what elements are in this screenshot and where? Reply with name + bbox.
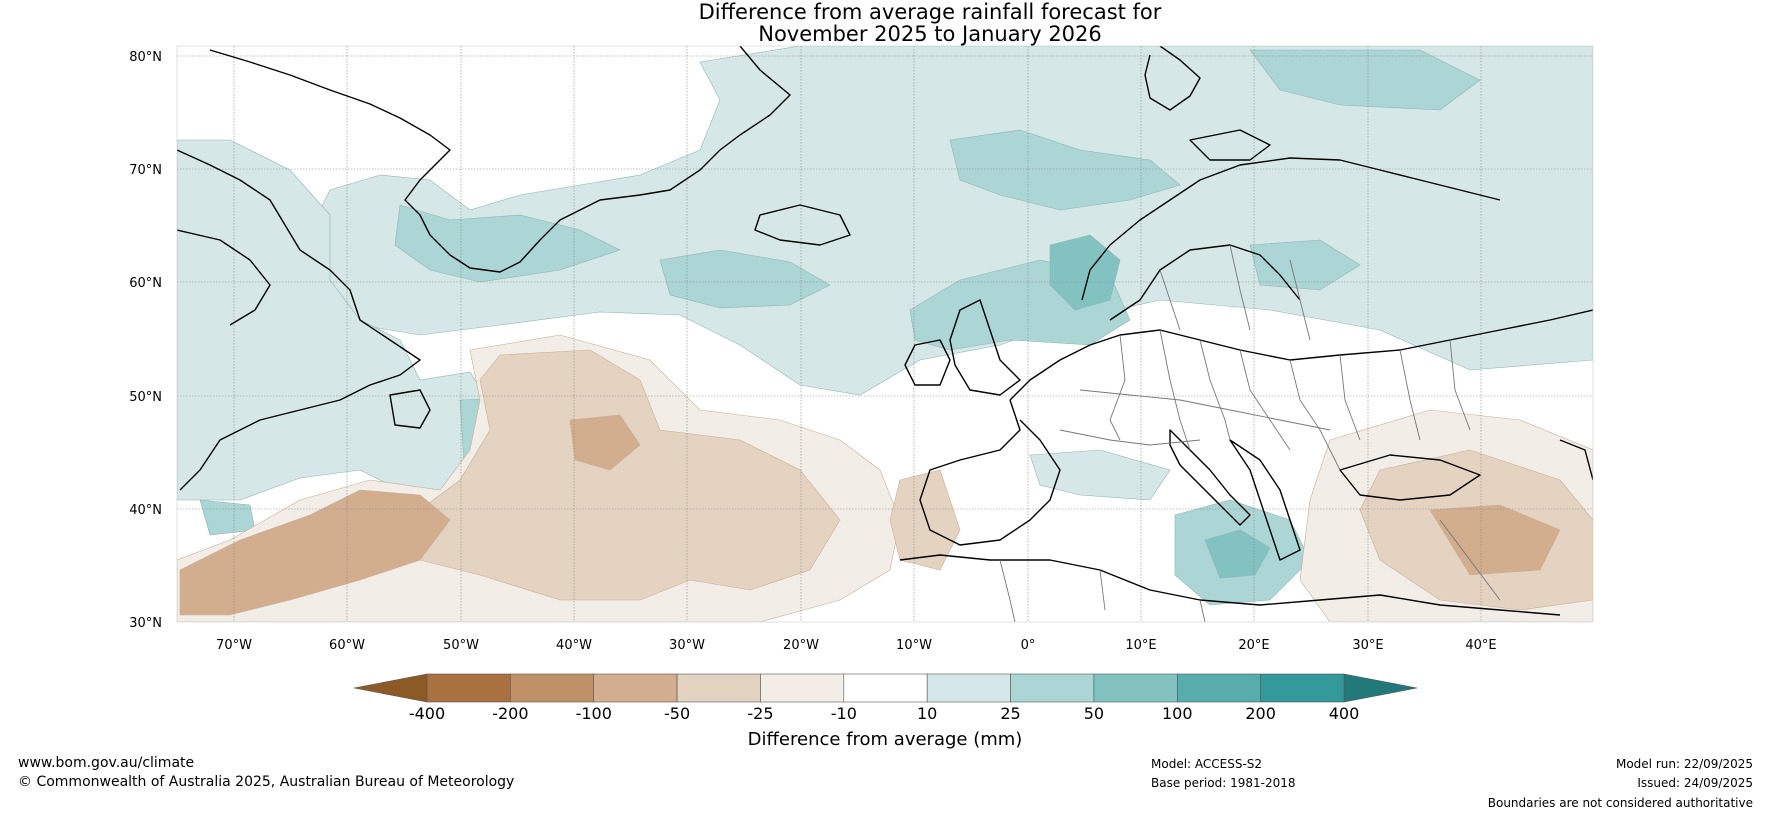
legend-bin [1176,673,1261,703]
legend-tick-label: 400 [1329,704,1360,723]
wet-area-greenland-west [394,204,621,283]
wet-area-baltic [1249,239,1361,291]
wet-area-mid-atlantic [659,249,831,309]
legend-tick-label: -10 [831,704,857,723]
greenland-coast [209,46,791,273]
svalbard [1189,129,1271,161]
map-frame [176,45,1594,623]
iceland [754,204,851,246]
labrador-coast [177,149,421,491]
chart-title-line1: Difference from average rainfall forecas… [698,0,1162,24]
lon-label: 60°W [329,638,365,653]
legend-tick-label: 200 [1245,704,1276,723]
wet-area-labrador [177,139,501,501]
lat-label: 80°N [129,50,162,65]
caspian [1559,439,1593,481]
lon-label: 30°W [669,638,705,653]
norway-coast [1081,157,1501,301]
legend-tick-label: -200 [492,704,528,723]
wet-area-barents [1249,49,1481,111]
wet-anomaly-areas [177,46,1593,622]
lon-label: 20°W [783,638,819,653]
legend-tick-label: -50 [664,704,690,723]
footer-copyright: © Commonwealth of Australia 2025, Austra… [18,774,515,790]
legend-bin [676,673,761,703]
black-sea [1339,454,1481,501]
british-isles [949,299,1021,396]
lon-label: 10°W [896,638,932,653]
legend-extend-wet [1343,673,1418,703]
chart-title-line2: November 2025 to January 2026 [758,22,1102,46]
wet-area-newfoundland [199,499,256,536]
sweden-finland [1109,244,1301,321]
footer-disclaimer: Boundaries are not considered authoritat… [1487,796,1753,810]
dry-area-east-core [1429,504,1561,576]
legend-bin [593,673,678,703]
legend-tick-label: 10 [917,704,937,723]
legend-tick-label: 100 [1162,704,1193,723]
coastlines [177,46,1593,616]
newfoundland [389,389,431,429]
footer-model: Model: ACCESS-S2 [1151,757,1263,771]
lon-label: 50°W [443,638,479,653]
balkans-greece [1229,439,1301,561]
lat-label: 50°N [129,390,162,405]
legend-title: Difference from average (mm) [748,729,1023,750]
iberia [919,399,1061,546]
lat-label: 30°N [129,616,162,631]
legend-bin [1093,673,1178,703]
legend-tick-label: 25 [1000,704,1020,723]
dry-anomaly-areas [177,334,1593,622]
dry-area-azores-core [179,489,451,616]
lon-label: 20°E [1238,638,1269,653]
legend-tick-label: -400 [409,704,445,723]
longitude-labels: 70°W 60°W 50°W 40°W 30°W 20°W 10°W 0° 10… [216,638,1497,653]
ireland [904,339,951,386]
legend-bin [760,673,845,703]
footer-website: www.bom.gov.au/climate [18,755,195,771]
greenland-east [1144,46,1201,111]
footer-issued: Issued: 24/09/2025 [1637,776,1753,790]
legend-tick-label: -25 [747,704,773,723]
lon-label: 40°W [556,638,592,653]
italy [1169,429,1251,526]
legend-tick-label: -100 [576,704,612,723]
dry-area-iberia [889,469,961,571]
lat-label: 40°N [129,503,162,518]
legend-tick-labels: -400 -200 -100 -50 -25 -10 10 25 50 100 200 400 [409,704,1359,723]
map-canvas [177,46,1593,622]
latitude-labels: 80°N 70°N 60°N 50°N 40°N 30°N [129,50,162,631]
footer-model-run: Model run: 22/09/2025 [1615,757,1753,771]
legend-colorbar [353,673,1418,703]
lon-label: 0° [1021,638,1036,653]
hudson-coast [177,229,271,326]
lat-label: 60°N [129,276,162,291]
wet-area-norwegian-sea [949,129,1181,211]
legend-bin [1260,673,1345,703]
legend-extend-dry [353,673,428,703]
lon-label: 70°W [216,638,252,653]
legend-bin [510,673,595,703]
dry-area-atlantic-mid [319,349,841,601]
legend-bin [926,673,1011,703]
lon-label: 30°E [1352,638,1383,653]
legend-tick-label: 50 [1084,704,1104,723]
wet-area-tyrrhenian [1029,449,1171,501]
wet-area-north-atlantic [309,46,1593,396]
legend-bin [1010,673,1095,703]
lon-label: 40°E [1465,638,1496,653]
legend-bin [426,673,511,703]
footer-base-period: Base period: 1981-2018 [1151,776,1296,790]
country-borders [999,244,1501,622]
dry-area-central-core [569,414,641,471]
legend-bin [843,673,928,703]
graticule [177,46,1593,622]
lon-label: 10°E [1125,638,1156,653]
lat-label: 70°N [129,163,162,178]
